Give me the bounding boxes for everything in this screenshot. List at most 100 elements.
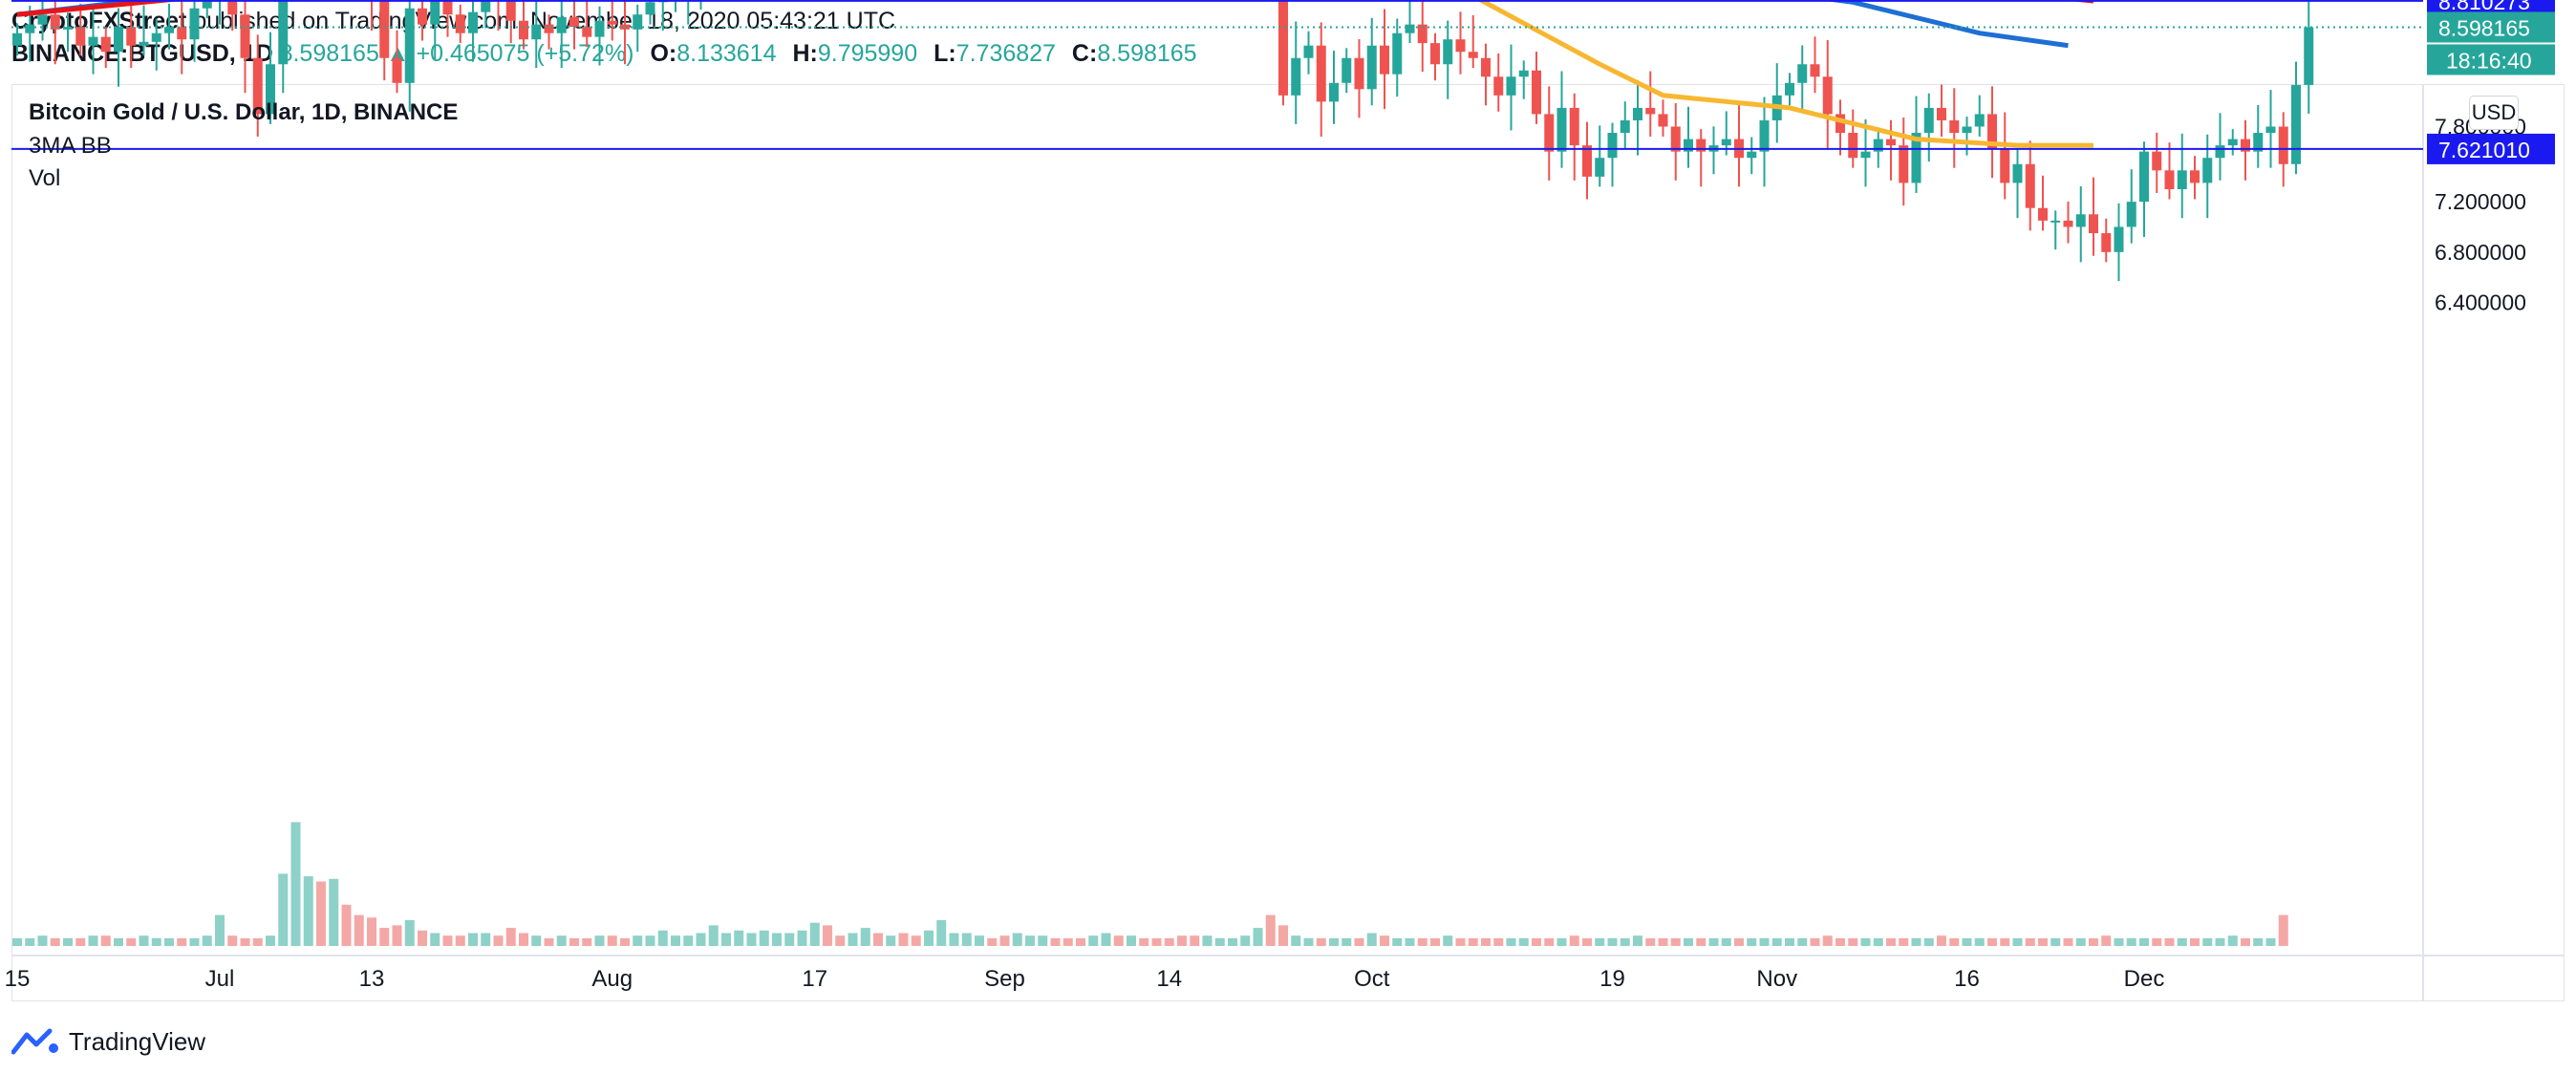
volume-bar xyxy=(721,933,731,946)
volume-bar xyxy=(1785,937,1794,946)
high-value: 9.795990 xyxy=(817,40,918,67)
candle-body xyxy=(189,8,200,40)
volume-bar xyxy=(519,933,528,946)
candle-body xyxy=(100,36,111,53)
volume-legend[interactable]: Vol xyxy=(29,165,61,191)
volume-bar xyxy=(151,937,161,946)
candle-body xyxy=(1822,76,1833,115)
volume-bar xyxy=(1392,937,1403,946)
candle-body xyxy=(505,0,516,21)
volume-bar xyxy=(1937,935,1946,946)
candle-body xyxy=(519,20,528,40)
candle-body xyxy=(1380,45,1389,75)
indicator-legend[interactable]: 3MA BB xyxy=(29,133,112,159)
volume-bar xyxy=(1670,937,1681,946)
candle-body xyxy=(594,20,605,37)
volume-bar xyxy=(1177,935,1187,946)
candle-body xyxy=(1899,145,1909,183)
ohlc-header: BINANCE:BTGUSD, 1D 8.598165 ▲ +0.465075 … xyxy=(11,40,1197,68)
last-price-value: 8.598165 xyxy=(279,40,379,67)
low-label: L: xyxy=(934,40,956,67)
y-tick-label: 6.400000 xyxy=(2435,290,2526,315)
volume-bar xyxy=(1291,935,1301,946)
volume-bar xyxy=(1214,937,1225,946)
volume-bar xyxy=(1886,937,1896,946)
volume-bar xyxy=(1127,935,1136,946)
volume-bar xyxy=(430,933,440,946)
volume-bar xyxy=(2190,937,2200,946)
volume-bar xyxy=(1595,937,1605,946)
currency-button[interactable]: USD xyxy=(2469,96,2519,130)
volume-bar xyxy=(556,935,567,946)
candle-body xyxy=(2164,170,2175,190)
volume-bar xyxy=(379,928,390,946)
volume-bar xyxy=(1190,935,1200,946)
volume-bar xyxy=(1113,935,1124,946)
volume-bar xyxy=(2025,937,2035,946)
candle-body xyxy=(418,8,427,25)
candle-body xyxy=(266,64,275,115)
volume-bar xyxy=(1038,935,1048,946)
volume-bar xyxy=(1658,937,1668,946)
candle-body xyxy=(468,11,478,33)
volume-bar xyxy=(1923,937,1934,946)
volume-bar xyxy=(1417,937,1428,946)
volume-bar xyxy=(2114,937,2124,946)
volume-bar xyxy=(898,933,909,946)
volume-bar xyxy=(645,935,655,946)
candle-body xyxy=(1544,114,1555,152)
volume-bar xyxy=(252,937,263,946)
x-tick-label: 13 xyxy=(359,966,385,992)
close-label: C: xyxy=(1071,40,1098,67)
volume-bar xyxy=(404,920,415,946)
candle-body xyxy=(1303,45,1314,58)
volume-bar xyxy=(1139,937,1149,946)
volume-bar xyxy=(1810,937,1820,946)
volume-bar xyxy=(1556,937,1567,946)
volume-bar xyxy=(1873,937,1883,946)
volume-bar xyxy=(266,935,275,946)
candle-body xyxy=(1455,39,1466,53)
volume-bar xyxy=(177,937,187,946)
volume-bar xyxy=(1708,937,1719,946)
candle-body xyxy=(1532,70,1541,115)
volume-bar xyxy=(1468,937,1478,946)
volume-bar xyxy=(1544,937,1555,946)
volume-bar xyxy=(114,937,123,946)
volume-bar xyxy=(2265,937,2276,946)
footer-brand[interactable]: TradingView xyxy=(69,1026,206,1056)
volume-bar xyxy=(1633,935,1642,946)
volume-bar xyxy=(1430,937,1440,946)
volume-bar xyxy=(759,930,769,946)
volume-bar xyxy=(2227,935,2238,946)
candle-body xyxy=(1886,139,1896,146)
candle-body xyxy=(278,0,289,65)
candle-body xyxy=(2038,207,2048,221)
open-label: O: xyxy=(650,40,677,67)
candle-body xyxy=(1366,45,1377,90)
candle-body xyxy=(1481,57,1491,77)
volume-bar xyxy=(1455,937,1466,946)
tradingview-logo-icon[interactable] xyxy=(11,1027,61,1056)
volume-bar xyxy=(1164,937,1174,946)
volume-bar xyxy=(1151,937,1162,946)
candle-body xyxy=(1860,151,1871,159)
volume-bar xyxy=(835,935,846,946)
volume-bar xyxy=(2202,937,2213,946)
candle-body xyxy=(2190,170,2200,183)
volume-bar xyxy=(1759,937,1770,946)
candle-body xyxy=(2000,149,2010,183)
candle-body xyxy=(2177,170,2187,190)
volume-bar xyxy=(392,925,402,946)
volume-bar xyxy=(1493,937,1504,946)
volume-bar xyxy=(1949,937,1960,946)
volume-bar xyxy=(772,933,782,946)
volume-bar xyxy=(1202,935,1213,946)
volume-bar xyxy=(949,933,959,946)
candle-body xyxy=(2215,145,2225,159)
candle-body xyxy=(1518,70,1529,77)
volume-bar xyxy=(1962,937,1972,946)
x-tick-label: 16 xyxy=(1954,966,1980,992)
volume-bar xyxy=(961,933,972,946)
